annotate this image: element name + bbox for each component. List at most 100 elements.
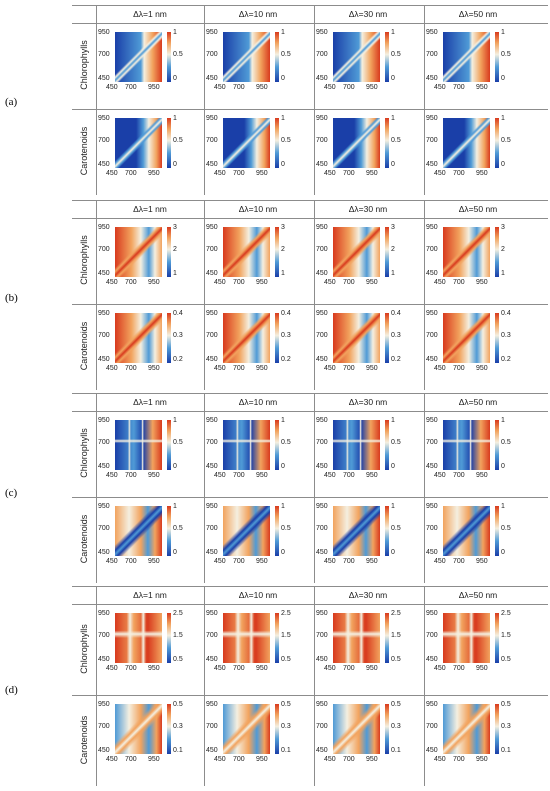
colorbar-tick-label: 0.5 [281, 701, 291, 708]
heatmap-cell: 950 700 450 450 700 950 1 0.5 0 [98, 503, 184, 571]
y-tick-label: 450 [316, 75, 328, 82]
colorbar-tick-label: 0 [501, 463, 505, 470]
colorbar-tick-label: 0 [173, 161, 177, 168]
y-tick-label: 450 [98, 463, 110, 470]
x-tick-label: 700 [343, 170, 355, 177]
x-tick-label: 700 [453, 365, 465, 372]
x-tick-label: 450 [106, 84, 118, 91]
y-tick-label: 450 [206, 270, 218, 277]
y-tick-label: 950 [206, 503, 218, 510]
colorbar [167, 704, 171, 754]
colorbar-tick-label: 0 [501, 75, 505, 82]
grid-line [314, 5, 315, 195]
colorbar [275, 118, 279, 168]
heatmap-cell: 950 700 450 450 700 950 1 0.5 0 [426, 503, 512, 571]
y-tick-label: 700 [426, 525, 438, 532]
colorbar-tick-label: 1.5 [391, 632, 401, 639]
y-tick-label: 450 [98, 270, 110, 277]
colorbar-tick-label: 1.5 [173, 632, 183, 639]
x-tick-label: 700 [453, 665, 465, 672]
colorbar-tick-label: 0 [501, 549, 505, 556]
heatmap-cell: 950 700 450 450 700 950 0.4 0.3 0.2 [206, 310, 292, 378]
x-tick-label: 450 [324, 472, 336, 479]
row-label: Carotenoids [79, 715, 89, 764]
row-label: Chlorophylls [79, 623, 89, 674]
heatmap-cell: 950 700 450 450 700 950 3 2 1 [426, 224, 512, 292]
x-tick-label: 950 [256, 665, 268, 672]
colorbar-tick-label: 2 [501, 246, 505, 253]
grid-line [72, 604, 548, 605]
y-tick-label: 450 [426, 161, 438, 168]
colorbar [167, 118, 171, 168]
heatmap-cell: 950 700 450 450 700 950 1 0.5 0 [426, 29, 512, 97]
y-tick-label: 700 [316, 525, 328, 532]
heatmap [443, 227, 490, 277]
column-header: Δλ=1 nm [133, 397, 167, 407]
colorbar-tick-label: 0.4 [501, 310, 511, 317]
colorbar-tick-label: 0.5 [281, 525, 291, 532]
x-tick-label: 700 [343, 665, 355, 672]
heatmap-cell: 950 700 450 450 700 950 2.5 1.5 0.5 [206, 610, 292, 678]
heatmap [443, 613, 490, 663]
x-tick-label: 450 [106, 365, 118, 372]
colorbar [495, 118, 499, 168]
heatmap [333, 704, 380, 754]
heatmap-cell: 950 700 450 450 700 950 1 0.5 0 [206, 417, 292, 485]
y-tick-label: 700 [316, 632, 328, 639]
y-tick-label: 450 [98, 656, 110, 663]
x-tick-label: 950 [256, 279, 268, 286]
y-tick-label: 950 [426, 115, 438, 122]
x-tick-label: 700 [233, 472, 245, 479]
colorbar-tick-label: 0.3 [281, 723, 291, 730]
x-tick-label: 950 [476, 84, 488, 91]
y-tick-label: 950 [206, 115, 218, 122]
y-tick-label: 450 [316, 356, 328, 363]
heatmap-cell: 950 700 450 450 700 950 2.5 1.5 0.5 [426, 610, 512, 678]
heatmap-cell: 950 700 450 450 700 950 3 2 1 [206, 224, 292, 292]
x-tick-label: 450 [106, 279, 118, 286]
colorbar-tick-label: 2 [391, 246, 395, 253]
x-tick-label: 950 [366, 365, 378, 372]
colorbar [385, 704, 389, 754]
heatmap-cell: 950 700 450 450 700 950 0.4 0.3 0.2 [426, 310, 512, 378]
heatmap-cell: 950 700 450 450 700 950 1 0.5 0 [98, 29, 184, 97]
colorbar-tick-label: 0.1 [391, 747, 401, 754]
column-header: Δλ=10 nm [238, 9, 278, 19]
heatmap [333, 32, 380, 82]
x-tick-label: 950 [256, 84, 268, 91]
y-tick-label: 450 [206, 161, 218, 168]
heatmap [223, 420, 270, 470]
colorbar-tick-label: 0.3 [501, 332, 511, 339]
colorbar [275, 227, 279, 277]
y-tick-label: 450 [206, 656, 218, 663]
y-tick-label: 700 [316, 137, 328, 144]
colorbar-tick-label: 0.1 [501, 747, 511, 754]
colorbar-tick-label: 0.5 [281, 656, 291, 663]
colorbar-tick-label: 0.5 [391, 701, 401, 708]
colorbar [385, 613, 389, 663]
y-tick-label: 950 [98, 503, 110, 510]
colorbar [167, 313, 171, 363]
y-tick-label: 450 [316, 656, 328, 663]
colorbar-tick-label: 2.5 [281, 610, 291, 617]
colorbar-tick-label: 0.3 [501, 723, 511, 730]
x-tick-label: 700 [125, 558, 137, 565]
x-tick-label: 450 [324, 365, 336, 372]
heatmap-cell: 950 700 450 450 700 950 1 0.5 0 [206, 503, 292, 571]
y-tick-label: 450 [426, 75, 438, 82]
column-header: Δλ=1 nm [133, 9, 167, 19]
x-tick-label: 450 [106, 756, 118, 763]
panel-label: (b) [5, 292, 18, 304]
x-tick-label: 450 [324, 170, 336, 177]
heatmap [223, 506, 270, 556]
y-tick-label: 950 [316, 417, 328, 424]
x-tick-label: 950 [476, 558, 488, 565]
grid-line [72, 23, 548, 24]
column-header: Δλ=50 nm [458, 204, 498, 214]
y-tick-label: 450 [426, 747, 438, 754]
x-tick-label: 450 [324, 279, 336, 286]
colorbar [275, 613, 279, 663]
y-tick-label: 700 [426, 137, 438, 144]
y-tick-label: 700 [316, 332, 328, 339]
y-tick-label: 450 [426, 463, 438, 470]
